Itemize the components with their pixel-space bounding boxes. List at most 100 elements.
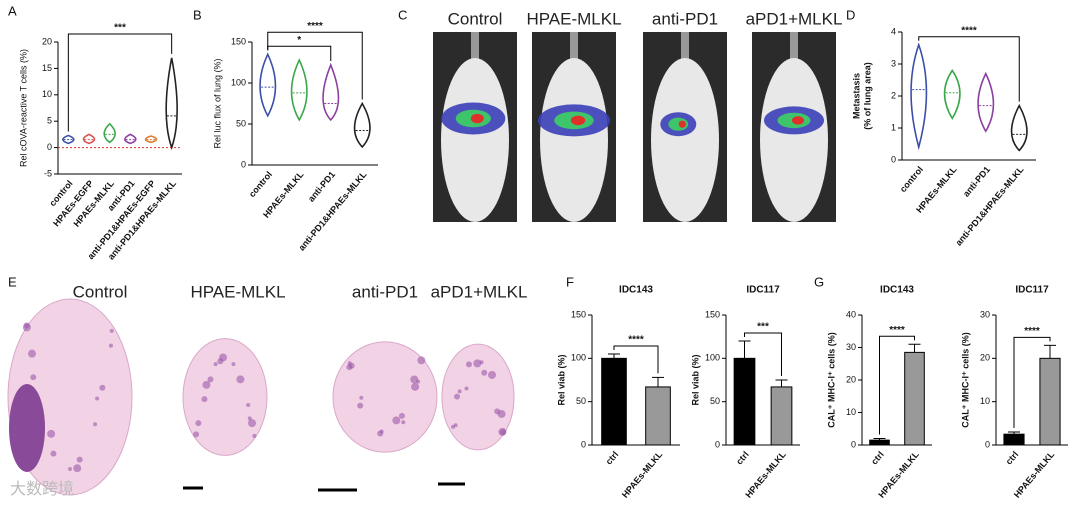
significance-label: ****	[628, 335, 644, 346]
violin	[144, 135, 158, 144]
tissue	[332, 341, 438, 453]
bar	[733, 357, 756, 446]
y-axis-label: Metastasis	[851, 73, 861, 119]
y-tick-label: 20	[42, 36, 52, 46]
violin	[103, 122, 116, 144]
violin	[62, 134, 75, 145]
y-tick-label: 10	[980, 396, 990, 406]
y-tick-label: 150	[705, 309, 720, 319]
bar	[770, 386, 793, 446]
violin	[910, 42, 928, 151]
significance-label: ****	[889, 325, 905, 336]
tissue	[441, 343, 515, 451]
y-tick-label: 150	[231, 36, 246, 46]
y-tick-label: -5	[44, 168, 52, 178]
nuclei-cluster	[252, 433, 257, 438]
y-tick-label: 50	[710, 396, 720, 406]
violin	[290, 58, 308, 122]
lymph-tissue	[9, 384, 45, 472]
significance-bracket	[613, 345, 659, 374]
signal-core	[470, 113, 484, 124]
clamp	[681, 32, 689, 67]
violin	[943, 68, 961, 120]
y-tick-label: 30	[980, 309, 990, 319]
nuclei-cluster	[500, 429, 507, 436]
chart-title: IDC117	[746, 285, 780, 296]
nuclei-cluster	[28, 349, 37, 358]
y-tick-label: 5	[47, 116, 52, 126]
mouse-body	[540, 58, 608, 222]
y-axis-label: CAL⁺ MHC-I⁺ cells (%)	[960, 332, 970, 428]
nuclei-cluster	[347, 361, 352, 366]
nuclei-cluster	[357, 402, 364, 409]
y-tick-label: 15	[42, 63, 52, 73]
nuclei-cluster	[108, 343, 113, 348]
violin	[977, 71, 995, 133]
clamp	[471, 32, 479, 67]
panel-letter: A	[8, 3, 17, 18]
violin	[124, 133, 137, 145]
panel-letter: G	[814, 274, 824, 289]
y-tick-label: 20	[980, 353, 990, 363]
nuclei-cluster	[411, 382, 420, 391]
nuclei-cluster	[73, 464, 82, 473]
significance-bracket	[267, 31, 363, 100]
watermark: 大数跨境	[10, 479, 74, 498]
nuclei-cluster	[417, 356, 426, 365]
nuclei-cluster	[93, 422, 98, 427]
mouse-body	[651, 58, 719, 222]
image-label: Control	[73, 282, 128, 301]
clamp	[790, 32, 798, 67]
y-tick-label: 0	[715, 439, 720, 449]
bar	[1039, 357, 1061, 446]
panel-letter: F	[566, 274, 574, 289]
y-axis-label: Rel luc flux of lung (%)	[212, 58, 222, 148]
nuclei-cluster	[457, 389, 462, 394]
nuclei-cluster	[68, 467, 72, 471]
nuclei-cluster	[231, 362, 236, 367]
nuclei-cluster	[473, 359, 482, 368]
y-tick-label: 0	[891, 154, 896, 164]
nuclei-cluster	[201, 396, 208, 403]
nuclei-cluster	[99, 384, 106, 391]
violin	[165, 57, 178, 151]
significance-bracket	[918, 36, 1020, 102]
y-tick-label: 4	[891, 26, 896, 36]
y-tick-label: 10	[42, 89, 52, 99]
significance-label: ***	[114, 23, 126, 34]
nuclei-cluster	[30, 374, 37, 381]
image-label: HPAE-MLKL	[526, 9, 621, 28]
signal-core	[792, 116, 804, 125]
nuclei-cluster	[109, 328, 114, 333]
image-label: HPAE-MLKL	[190, 282, 285, 301]
nuclei-cluster	[236, 375, 245, 384]
y-tick-label: 100	[705, 353, 720, 363]
nuclei-cluster	[451, 424, 456, 429]
significance-label: ****	[961, 25, 977, 36]
y-tick-label: 20	[846, 374, 856, 384]
nuclei-cluster	[398, 412, 405, 419]
tissue	[182, 338, 268, 456]
significance-bracket	[67, 33, 173, 132]
nuclei-cluster	[246, 403, 251, 408]
nuclei-cluster	[488, 370, 497, 379]
nuclei-cluster	[193, 431, 200, 438]
panel-letter: C	[398, 7, 407, 22]
y-axis-label: (% of lung area)	[862, 62, 872, 130]
significance-label: ***	[757, 322, 769, 333]
nuclei-cluster	[454, 393, 461, 400]
y-tick-label: 0	[241, 159, 246, 169]
y-axis-label: CAL⁺ MHC-I⁺ cells (%)	[826, 332, 836, 428]
violin	[353, 101, 371, 149]
y-tick-label: 3	[891, 58, 896, 68]
significance-bracket	[744, 332, 782, 376]
y-tick-label: 150	[571, 309, 586, 319]
panel-letter: E	[8, 274, 17, 289]
violin	[322, 62, 340, 122]
image-label: aPD1+MLKL	[746, 9, 843, 28]
nuclei-cluster	[377, 430, 384, 437]
bar	[645, 386, 671, 446]
nuclei-cluster	[76, 456, 83, 463]
nuclei-cluster	[95, 396, 100, 401]
nuclei-cluster	[481, 369, 488, 376]
